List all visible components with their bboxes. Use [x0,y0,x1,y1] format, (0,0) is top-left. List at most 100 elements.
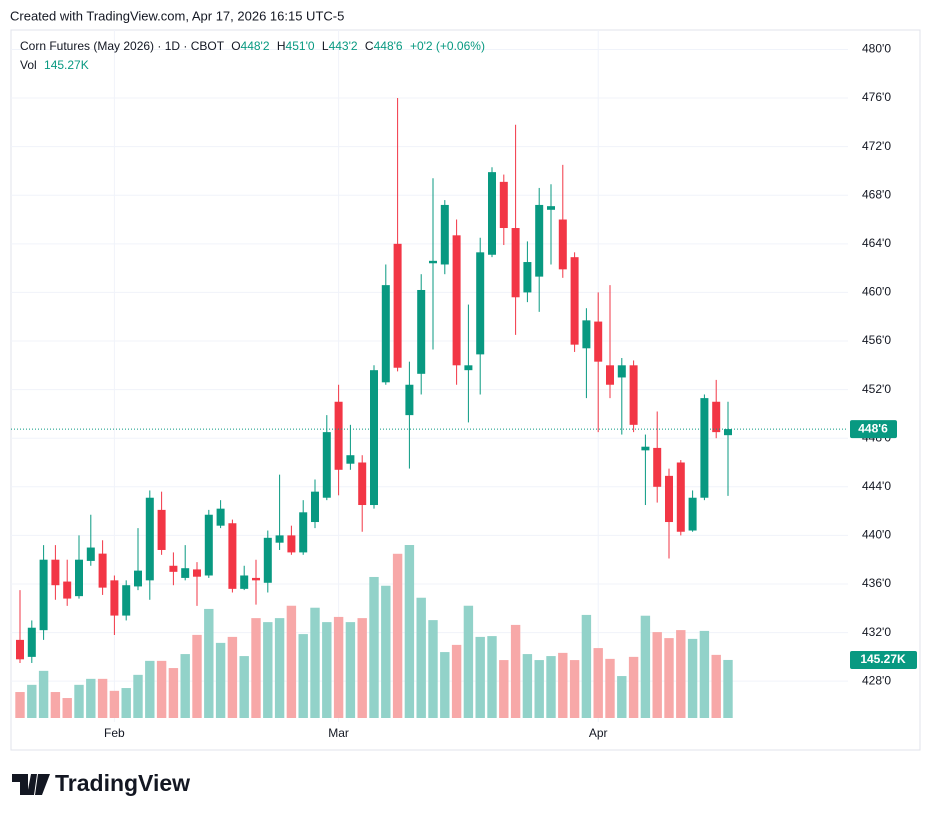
caption: Created with TradingView.com, Apr 17, 20… [10,8,344,23]
y-tick-label: 440'0 [862,528,891,542]
legend-value: 448'2 [241,39,270,53]
candle-body [311,491,319,523]
volume-bar [463,605,474,718]
candle-body [381,285,390,383]
y-tick-label: 432'0 [862,625,891,639]
candle-body [275,535,284,543]
candle-body [712,401,721,433]
volume-bar [628,656,639,718]
candle-body [488,172,496,255]
candle-body [63,581,72,599]
legend-key: C [365,39,374,53]
candle-body [558,219,567,270]
candle-body [440,204,449,265]
volume-bar [687,638,698,718]
candle-body [122,585,131,616]
volume-bar [522,654,533,718]
volume-bar [475,636,485,718]
volume-bar [392,553,403,718]
candle-body [98,553,107,588]
volume-bar [168,668,179,718]
brand-logo: TradingView [12,770,190,796]
volume-bar [192,634,202,718]
candle-body [570,257,579,345]
candle-body [86,547,95,561]
volume-bar [204,608,214,718]
volume-bar [569,660,580,718]
candle-body [594,321,603,362]
candle-body [653,447,662,487]
y-tick-label: 472'0 [862,139,891,153]
candle-body [299,512,308,553]
volume-bar [15,692,25,718]
candle-body [499,181,508,229]
candle-body [228,523,237,589]
candle-body [252,577,260,581]
volume-legend: Vol 145.27K [20,58,89,72]
volume-bar [369,576,379,718]
y-tick-label: 452'0 [862,382,891,396]
y-tick-label: 456'0 [862,333,891,347]
volume-bar [451,644,462,718]
volume-bar [605,658,615,718]
volume-bar [440,652,450,718]
candles [16,98,732,663]
volume-bar [274,618,285,718]
candle-body [27,627,36,657]
volume-badge [850,650,917,669]
y-tick-label: 428'0 [862,673,891,687]
volume-bar [664,638,674,718]
candle-body [240,575,249,589]
legend: Corn Futures (May 2026) · 1D · CBOT O448… [20,39,485,53]
volume-bar [558,652,568,718]
candle-body [145,497,154,581]
candle-body [582,320,591,349]
legend-value: 443'2 [329,39,358,53]
volume-bar [121,688,131,718]
volume-bar [322,622,332,718]
volume-bar [652,632,662,718]
candle-body [358,462,367,506]
legend-key: H [277,39,286,53]
x-tick-label: Mar [328,726,349,740]
volume-bar [74,684,84,718]
legend-value: 451'0 [286,39,315,53]
candle-body [523,262,532,293]
x-tick-label: Apr [589,726,608,740]
volume-bar [286,605,297,718]
volume-bar [546,656,556,718]
volume-bar [711,654,721,718]
candle-body [169,565,178,572]
logo-icon [12,774,50,795]
candle-body [39,559,48,631]
candle-body [452,235,461,366]
candle-body [181,568,190,578]
volume-bar [640,615,651,718]
candle-body [51,559,60,586]
candle-body [204,514,213,576]
volume-bar [310,607,320,718]
brand-name: TradingView [55,770,190,796]
candle-body [688,497,697,531]
volume-bar [156,660,167,718]
y-tick-label: 436'0 [862,576,891,590]
candle-body [665,475,673,523]
candle-body [193,569,201,577]
y-tick-label: 464'0 [862,236,891,250]
legend-key: O [231,39,240,53]
candle-body [334,401,343,470]
volume-bar [428,620,438,718]
candle-body [405,384,414,416]
candle-body [617,365,626,378]
volume-bar [345,622,356,718]
candle-body [110,580,119,616]
volume-bar [333,616,344,718]
y-tick-label: 476'0 [862,90,891,104]
legend-key: L [322,39,329,53]
volume-bar [50,692,61,718]
volume-bar [404,545,415,718]
candle-body [676,462,685,532]
volume-bar [133,674,143,718]
volume-bar [581,614,592,718]
candle-body [535,204,544,277]
